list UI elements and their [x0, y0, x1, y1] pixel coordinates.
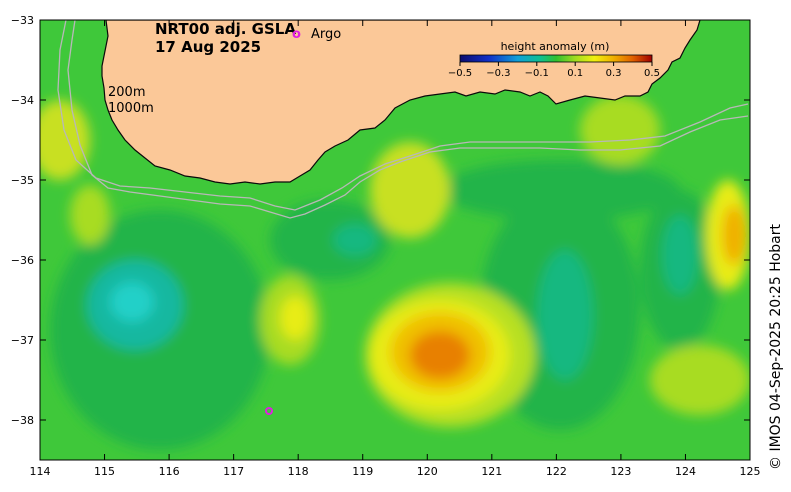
argo-legend-marker: o: [292, 27, 301, 42]
colorbar-title: height anomaly (m): [501, 40, 610, 53]
argo-legend-label: Argo: [311, 27, 341, 42]
argo-markers: [265, 407, 273, 415]
y-tick-label: −33: [11, 14, 34, 27]
credit-text: © IMOS 04-Sep-2025 20:25 Hobart: [768, 224, 784, 470]
argo-float: [265, 407, 273, 415]
y-tick-label: −37: [11, 334, 34, 347]
map-date: 17 Aug 2025: [155, 38, 261, 56]
x-tick-label: 121: [481, 465, 502, 478]
colorbar-tick-label: 0.5: [644, 68, 660, 79]
colorbar-tick-label: 0.1: [567, 68, 583, 79]
isobath-label-200: 200m: [108, 85, 145, 100]
plot-frame: [39, 19, 751, 461]
colorbar: height anomaly (m) −0.5 −0.3 −0.1 0.1 0.3 0.5: [448, 40, 660, 79]
x-axis: 114 115 116 117 118 119 120 121 122 123 124 125: [30, 20, 761, 478]
x-tick-label: 115: [94, 465, 115, 478]
x-tick-label: 114: [30, 465, 51, 478]
x-tick-label: 120: [417, 465, 438, 478]
isobath-lines: [57, 20, 749, 219]
colorbar-tick-label: −0.3: [486, 68, 510, 79]
colorbar-tick-label: −0.5: [448, 68, 472, 79]
x-tick-label: 117: [223, 465, 244, 478]
x-tick-label: 122: [546, 465, 567, 478]
x-tick-label: 119: [352, 465, 373, 478]
plot-area: [40, 20, 750, 460]
x-tick-label: 116: [159, 465, 180, 478]
x-tick-label: 125: [740, 465, 761, 478]
x-tick-label: 123: [610, 465, 631, 478]
x-tick-label: 124: [675, 465, 696, 478]
colorbar-tick-label: 0.3: [606, 68, 622, 79]
anomaly-field: [40, 95, 750, 450]
y-tick-label: −38: [11, 414, 34, 427]
colorbar-tick-label: −0.1: [525, 68, 549, 79]
isobath-label-1000: 1000m: [108, 101, 154, 116]
y-tick-label: −36: [11, 254, 34, 267]
y-tick-label: −35: [11, 174, 34, 187]
y-axis: −33 −34 −35 −36 −37 −38: [11, 14, 750, 427]
colorbar-gradient: [459, 54, 653, 63]
y-tick-label: −34: [11, 94, 34, 107]
x-tick-label: 118: [288, 465, 309, 478]
map-title: NRT00 adj. GSLA: [155, 20, 296, 38]
